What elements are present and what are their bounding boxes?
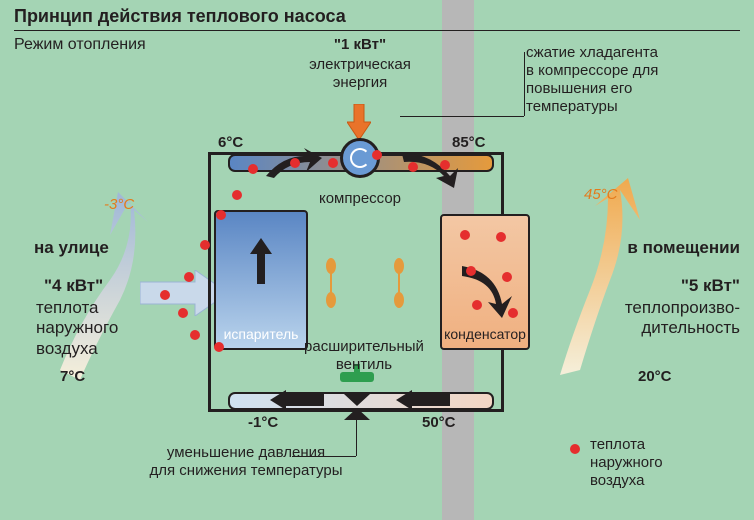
inside-temp-out: 45°C	[584, 186, 618, 204]
inside-desc: теплопроизво- дительность	[596, 298, 740, 339]
leader-1v	[524, 52, 525, 116]
compressor-label: компрессор	[310, 190, 410, 208]
flow-arrow-bottom-right	[396, 390, 450, 410]
heat-dot	[466, 266, 476, 276]
heat-dot	[178, 308, 188, 318]
power-in-label: "1 кВт"	[300, 36, 420, 54]
heat-dot	[160, 290, 170, 300]
heat-dot	[248, 164, 258, 174]
fan-icon-1	[324, 258, 338, 308]
leader-2	[356, 416, 357, 456]
outside-power: "4 кВт"	[44, 276, 103, 296]
leader-2h	[292, 456, 356, 457]
bottom-note: уменьшение давления для снижения темпера…	[116, 444, 376, 480]
compress-desc: сжатие хладагента в компрессоре для повы…	[526, 44, 736, 116]
expansion-valve-icon	[344, 394, 370, 420]
heat-dot	[496, 232, 506, 242]
heat-dot	[214, 342, 224, 352]
heat-dot	[200, 240, 210, 250]
heat-dot	[508, 308, 518, 318]
heat-dot	[290, 158, 300, 168]
leader-1h	[400, 116, 524, 117]
temp-top-right: 85°C	[452, 134, 486, 152]
heat-dot	[408, 162, 418, 172]
inside-location: в помещении	[600, 238, 740, 258]
expansion-valve-label: расширительный вентиль	[300, 338, 428, 374]
heat-dot	[190, 330, 200, 340]
evaporator-label: испаритель	[224, 326, 299, 342]
cond-flow-arrow	[456, 260, 516, 320]
outside-temp-out: -3°C	[104, 196, 134, 214]
fan-icon-2	[392, 258, 406, 308]
outside-temp-in: 7°C	[60, 368, 85, 386]
temp-bot-right: 50°C	[422, 414, 456, 432]
heat-dot	[216, 210, 226, 220]
condenser-label: конденсатор	[444, 326, 526, 342]
subtitle: Режим отопления	[14, 36, 146, 54]
legend-text: теплота наружного воздуха	[590, 436, 663, 490]
electric-input-arrow	[347, 104, 371, 140]
heat-dot	[372, 150, 382, 160]
heat-dot	[328, 158, 338, 168]
page-title: Принцип действия теплового насоса	[14, 6, 346, 27]
flow-arrow-bottom-left	[270, 390, 324, 410]
inside-temp-in: 20°C	[638, 368, 672, 386]
temp-top-left: 6°C	[218, 134, 243, 152]
outside-desc: теплота наружного воздуха	[36, 298, 118, 359]
heat-dot	[502, 272, 512, 282]
heat-dot	[472, 300, 482, 310]
inside-power: "5 кВт"	[600, 276, 740, 296]
heat-dot	[184, 272, 194, 282]
power-in-desc: электрическая энергия	[290, 56, 430, 92]
heat-dot	[440, 160, 450, 170]
temp-bot-left: -1°C	[248, 414, 278, 432]
legend-dot-icon	[570, 444, 580, 454]
heat-dot	[232, 190, 242, 200]
outside-location: на улице	[34, 238, 109, 258]
divider	[14, 30, 740, 31]
evap-up-arrow	[250, 238, 272, 284]
heat-dot	[460, 230, 470, 240]
